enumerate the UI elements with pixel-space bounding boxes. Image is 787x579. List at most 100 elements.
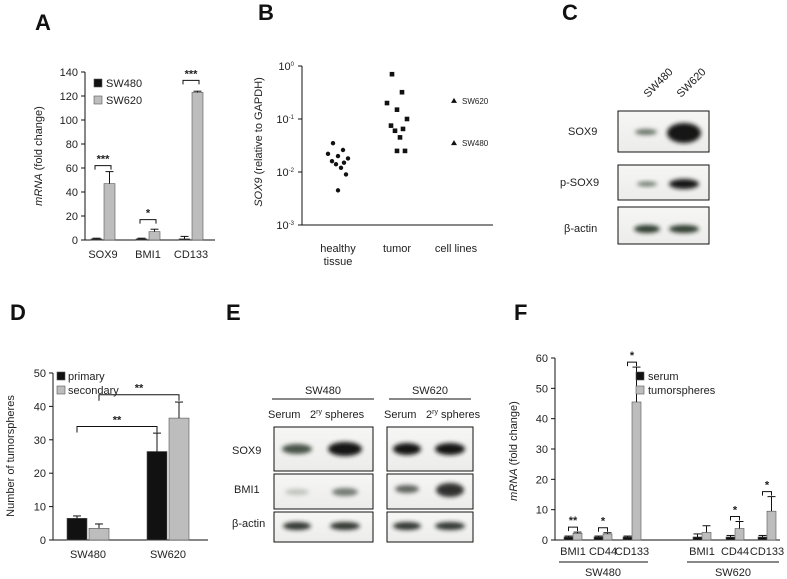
panel-f-bar-serum-2-cd133: [622, 536, 633, 541]
panel-b-ytick-base-0: 10: [278, 61, 290, 73]
chart-panel-d: 0 10 20 30 40 50 Number of tumorspheres SW480 SW…: [5, 368, 208, 561]
panel-b-point-tumor-10: [394, 148, 400, 154]
panel-f-ylabel-italic: mRNA: [508, 468, 520, 500]
blot-c-row-psox9: p-SOX9: [560, 177, 599, 189]
blot-c-band-psox9-sw480: [637, 181, 657, 187]
blot-c-band-psox9-sw620: [669, 179, 699, 189]
panel-f-ytick-label-40: 40: [536, 414, 548, 426]
panel-b-ytick-base-2: 10: [276, 167, 288, 179]
blot-e-col-spheres-1: 2ry spheres: [310, 409, 365, 421]
panel-b-category-2-line-0: cell lines: [435, 243, 478, 255]
panel-d-sig-primary-bracket: [76, 425, 158, 433]
panel-b-point-healthy-tissue-7: [333, 162, 339, 167]
panel-b-ytick-label-3: 10-3: [276, 220, 294, 232]
blot-c-row-actin: β-actin: [564, 223, 597, 235]
panel-a-ytick-label-60: 60: [66, 163, 78, 175]
panel-f-group-label-sw620: SW620: [715, 567, 751, 579]
panel-b-point-healthy-tissue-3: [335, 153, 341, 159]
panel-a-legend-swatch-sw620: [93, 95, 103, 105]
panel-d-ytick-label-20: 20: [34, 468, 46, 480]
panel-letter-a: A: [35, 10, 51, 35]
panel-b-point-tumor-4: [404, 116, 410, 122]
panel-f-bar-tumorspheres-0-bmi1: [572, 533, 583, 541]
panel-b-ytick-label-0: 100: [278, 61, 294, 73]
panel-b-point-healthy-tissue-4: [345, 156, 351, 161]
blot-e-band-sw620-actin-serum: [393, 522, 421, 530]
panel-f-bar-serum-5-cd133: [757, 536, 768, 541]
panel-f-legend-label-tumorspheres: tumorspheres: [648, 385, 716, 397]
panel-f-category-2-cd133: CD133: [615, 546, 649, 558]
panel-a-ytick-label-80: 80: [66, 139, 78, 151]
panel-f-ylabel: mRNA (fold change): [508, 401, 520, 501]
panel-d-category-sw620: SW620: [150, 549, 186, 561]
panel-b-category-0-line-0: healthy: [320, 243, 356, 255]
blot-e-row-actin: β-actin: [232, 518, 265, 530]
panel-d-ylabel: Number of tumorspheres: [5, 395, 17, 517]
chart-panel-a: 0 20 40 60 80 100 120 140 mRNA (fold change) SOX9…: [33, 67, 215, 261]
panel-f-category-5-cd133: CD133: [750, 546, 784, 558]
panel-b-point-label-sw620: SW620: [462, 97, 489, 106]
panel-letter-f: F: [514, 300, 527, 325]
panel-d-sig-secondary-bracket: [98, 394, 180, 401]
panel-b-ytick-exp-2: -2: [289, 168, 295, 174]
panel-letter-b: B: [258, 0, 274, 25]
blot-e-col-serum-1: Serum: [268, 409, 300, 421]
panel-f-category-3-bmi1: BMI1: [689, 546, 715, 558]
blot-e-band-sw620-sox9-serum: [393, 443, 421, 455]
panel-b-point-label-sw480: SW480: [462, 139, 489, 148]
panel-f-sig-0-label: **: [569, 515, 578, 527]
panel-d-bar-secondary-sw620: [168, 417, 190, 541]
panel-f-sig-4-label: *: [765, 480, 770, 492]
panel-b-point-healthy-tissue-5: [329, 158, 335, 164]
panel-b-point-healthy-tissue-1: [340, 147, 346, 153]
blot-e-band-sw480-actin-spheres: [330, 522, 360, 530]
panel-b-ytick-base-3: 10: [276, 220, 288, 232]
panel-d-sig-primary-label: **: [113, 414, 122, 426]
panel-b-point-tumor-3: [394, 107, 400, 112]
panel-a-legend-label-sw480: SW480: [106, 78, 142, 90]
panel-f-category-0-bmi1: BMI1: [560, 546, 586, 558]
panel-b-point-healthy-tissue-8: [338, 165, 344, 171]
panel-f-bar-serum-3-bmi1: [692, 536, 703, 541]
panel-f-bar-tumorspheres-5-cd133: [766, 510, 777, 541]
panel-a-bar-sw480-bmi1: [135, 238, 148, 241]
panel-b-ytick-base-1: 10: [276, 114, 288, 126]
panel-f-sig-3-label: *: [733, 504, 738, 516]
panel-d-ytick-label-50: 50: [34, 368, 46, 380]
panel-a-ytick-label-120: 120: [60, 91, 78, 103]
blot-c-band-actin-sw480: [634, 225, 660, 233]
panel-d-bar-primary-sw480: [66, 517, 88, 541]
panel-b-point-healthy-tissue-0: [330, 140, 336, 146]
blot-c-column-sw620: SW620: [675, 66, 709, 100]
western-blot-c: SW480 SW620 SOX9 p-SOX9 β-actin: [560, 66, 710, 245]
panel-b-point-tumor-5: [388, 123, 394, 128]
blot-e-band-sw620-bmi1-serum: [395, 485, 419, 493]
panel-b-point-cell-lines-0: [451, 97, 457, 103]
panel-f-ytick-label-50: 50: [536, 383, 548, 395]
panel-f-sig-3-bracket: [730, 515, 740, 521]
panel-letter-d: D: [10, 300, 26, 325]
panel-f-ytick-label-0: 0: [542, 535, 548, 547]
panel-a-ytick-label-140: 140: [60, 67, 78, 79]
panel-a-bar-sw480-sox9: [90, 238, 103, 241]
panel-f-bar-tumorspheres-1-cd44: [602, 533, 613, 541]
panel-b-point-healthy-tissue-10: [335, 188, 341, 193]
panel-f-sig-2-label: *: [630, 350, 635, 362]
panel-f-ytick-label-10: 10: [536, 505, 548, 517]
panel-b-point-tumor-6: [400, 126, 406, 132]
panel-f-bar-serum-0-bmi1: [563, 536, 574, 541]
blot-e-frame-sw480-actin: [273, 511, 374, 543]
panel-a-category-cd133: CD133: [174, 249, 208, 261]
panel-b-point-healthy-tissue-2: [325, 151, 331, 157]
blot-c-band-sox9-sw480: [635, 129, 657, 135]
panel-b-point-tumor-2: [384, 100, 390, 106]
panel-a-sig-0-label: ***: [97, 154, 111, 166]
blot-e-group-sw620: SW620: [412, 385, 448, 397]
blot-e-band-sw480-sox9-serum: [282, 444, 312, 454]
panel-d-sig-secondary-label: **: [135, 383, 144, 395]
panel-f-bar-tumorspheres-2-cd133: [631, 401, 642, 541]
panel-f-legend-swatch-tumorspheres: [635, 385, 645, 395]
blot-e-band-sw620-sox9-spheres: [435, 443, 465, 455]
blot-e-row-bmi1: BMI1: [234, 484, 260, 496]
